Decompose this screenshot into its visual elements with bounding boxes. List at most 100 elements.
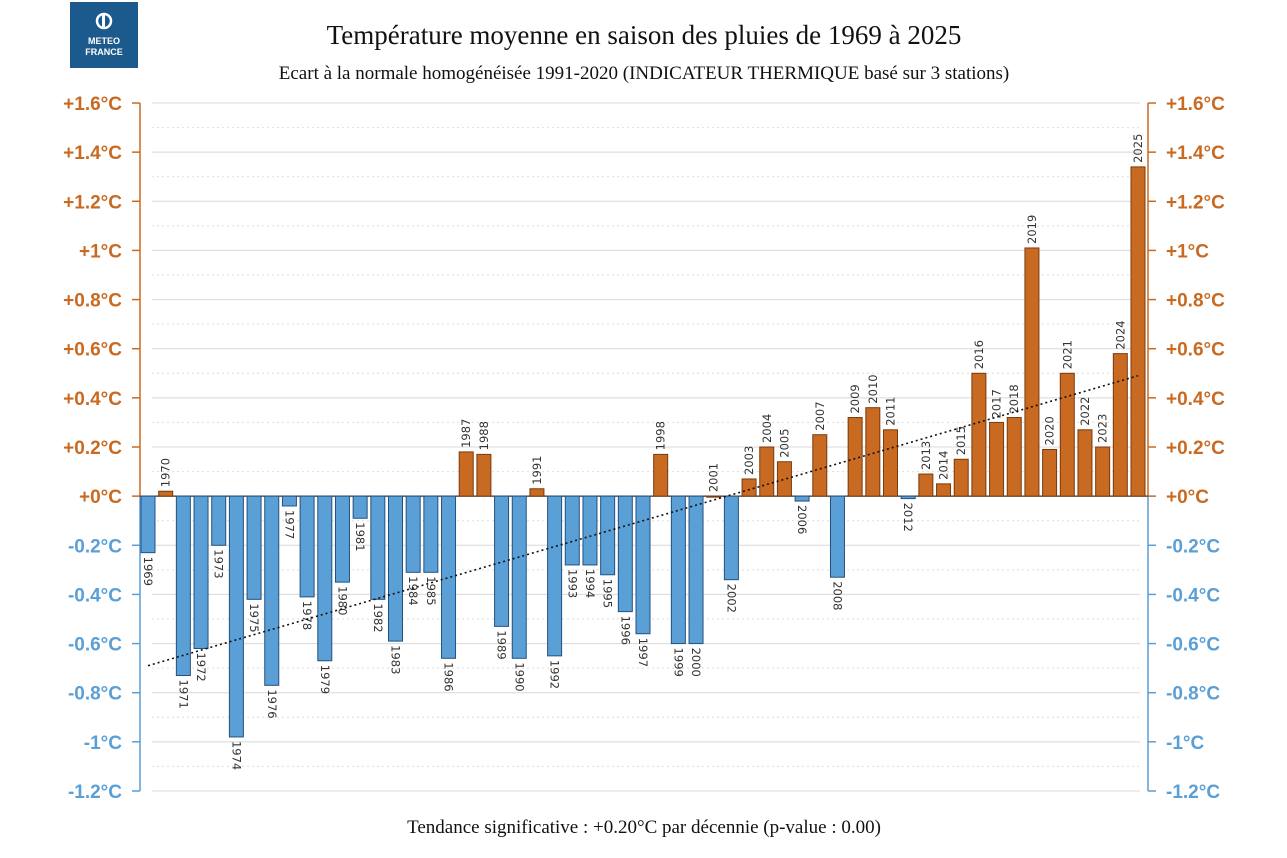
left-tick-label: +1°C [79, 241, 122, 262]
right-tick-label: +0.8°C [1166, 291, 1225, 312]
bar-1969 [140, 495, 156, 554]
bar-2015 [953, 458, 969, 497]
left-tick-label: +1.2°C [63, 192, 122, 213]
year-label-2021: 2021 [1060, 340, 1074, 369]
year-label-1997: 1997 [636, 638, 650, 667]
logo-text-line2: FRANCE [85, 47, 123, 57]
right-tick-label: -0.8°C [1166, 684, 1220, 705]
year-label-2001: 2001 [707, 463, 721, 492]
year-label-2011: 2011 [884, 397, 898, 426]
bar-2000 [688, 495, 704, 645]
bar-2013 [918, 473, 934, 497]
bar-1976 [264, 495, 280, 686]
bar-2022 [1077, 429, 1093, 497]
year-label-1999: 1999 [671, 648, 685, 677]
right-tick-label: +0.4°C [1166, 389, 1225, 410]
year-label-2008: 2008 [830, 581, 844, 610]
bar-1995 [600, 495, 616, 576]
year-label-2003: 2003 [742, 446, 756, 475]
year-label-1973: 1973 [212, 549, 226, 578]
bar-1982 [370, 495, 386, 600]
right-tick-label: +0.6°C [1166, 340, 1225, 361]
bar-2021 [1059, 372, 1075, 497]
right-tick-label: -0.4°C [1166, 585, 1220, 606]
left-tick-label: -1°C [84, 733, 122, 754]
year-label-2010: 2010 [866, 374, 880, 403]
chart-subtitle: Ecart à la normale homogénéisée 1991-202… [279, 63, 1009, 84]
bar-2024 [1112, 353, 1128, 497]
bars [140, 166, 1146, 738]
bar-1979 [317, 495, 333, 662]
bar-2008 [829, 495, 845, 578]
year-label-1969: 1969 [141, 557, 155, 586]
bar-1984 [405, 495, 421, 573]
bar-2019 [1024, 247, 1040, 497]
left-tick-label: +1.6°C [63, 94, 122, 115]
trend-line [147, 374, 1139, 667]
bar-2025 [1130, 166, 1146, 497]
bar-2004 [759, 446, 775, 497]
bar-2012 [900, 495, 916, 500]
year-label-2013: 2013 [919, 441, 933, 470]
meteo-france-logo: METEO FRANCE [70, 2, 138, 68]
right-tick-label: +1.4°C [1166, 143, 1225, 164]
bar-1989 [494, 495, 510, 627]
year-label-1984: 1984 [406, 576, 420, 605]
bar-2005 [776, 461, 792, 497]
year-label-2006: 2006 [795, 505, 809, 534]
year-label-2019: 2019 [1025, 215, 1039, 244]
left-tick-label: -0.2°C [68, 536, 122, 557]
bar-1975 [246, 495, 262, 600]
bar-1974 [228, 495, 244, 738]
bar-1993 [564, 495, 580, 566]
bar-2016 [971, 372, 987, 497]
bar-2017 [989, 421, 1005, 497]
year-label-1982: 1982 [371, 603, 385, 632]
bar-1971 [175, 495, 191, 677]
year-label-1978: 1978 [300, 601, 314, 630]
left-tick-label: +0.4°C [63, 389, 122, 410]
year-label-1979: 1979 [318, 665, 332, 694]
right-tick-label: -1.2°C [1166, 782, 1220, 803]
bar-1983 [388, 495, 403, 642]
year-label-2002: 2002 [724, 584, 738, 613]
bar-2023 [1095, 446, 1111, 497]
bar-2020 [1042, 448, 1058, 497]
bar-1990 [511, 495, 527, 659]
bar-1991 [529, 488, 545, 497]
year-label-1991: 1991 [530, 455, 544, 484]
bar-1987 [458, 451, 474, 497]
bar-1973 [211, 495, 227, 546]
bar-1994 [582, 495, 598, 566]
year-label-1983: 1983 [389, 645, 403, 674]
year-label-1988: 1988 [477, 421, 491, 450]
left-tick-label: -0.4°C [68, 585, 122, 606]
year-label-1980: 1980 [335, 586, 349, 615]
right-tick-label: +1.6°C [1166, 94, 1225, 115]
year-label-2015: 2015 [954, 426, 968, 455]
year-label-1993: 1993 [565, 569, 579, 598]
year-label-2023: 2023 [1096, 414, 1110, 443]
bar-1999 [670, 495, 686, 645]
bar-1972 [193, 495, 209, 649]
right-tick-label: +1°C [1166, 241, 1209, 262]
year-label-2022: 2022 [1078, 397, 1092, 426]
left-tick-label: -0.8°C [68, 684, 122, 705]
bar-1988 [476, 453, 492, 497]
year-label-2000: 2000 [689, 648, 703, 677]
right-tick-label: +0.2°C [1166, 438, 1225, 459]
year-label-1972: 1972 [194, 652, 208, 681]
left-tick-label: +0.6°C [63, 340, 122, 361]
year-label-1986: 1986 [442, 662, 456, 691]
right-tick-label: +0°C [1166, 487, 1209, 508]
bar-2010 [865, 407, 881, 497]
left-tick-label: +0.8°C [63, 291, 122, 312]
bar-2001 [706, 495, 722, 498]
right-tick-label: -0.2°C [1166, 536, 1220, 557]
left-tick-label: -0.6°C [68, 635, 122, 656]
year-label-2024: 2024 [1113, 320, 1127, 349]
bar-2002 [723, 495, 739, 581]
year-label-1989: 1989 [495, 630, 509, 659]
year-label-2017: 2017 [990, 389, 1004, 418]
